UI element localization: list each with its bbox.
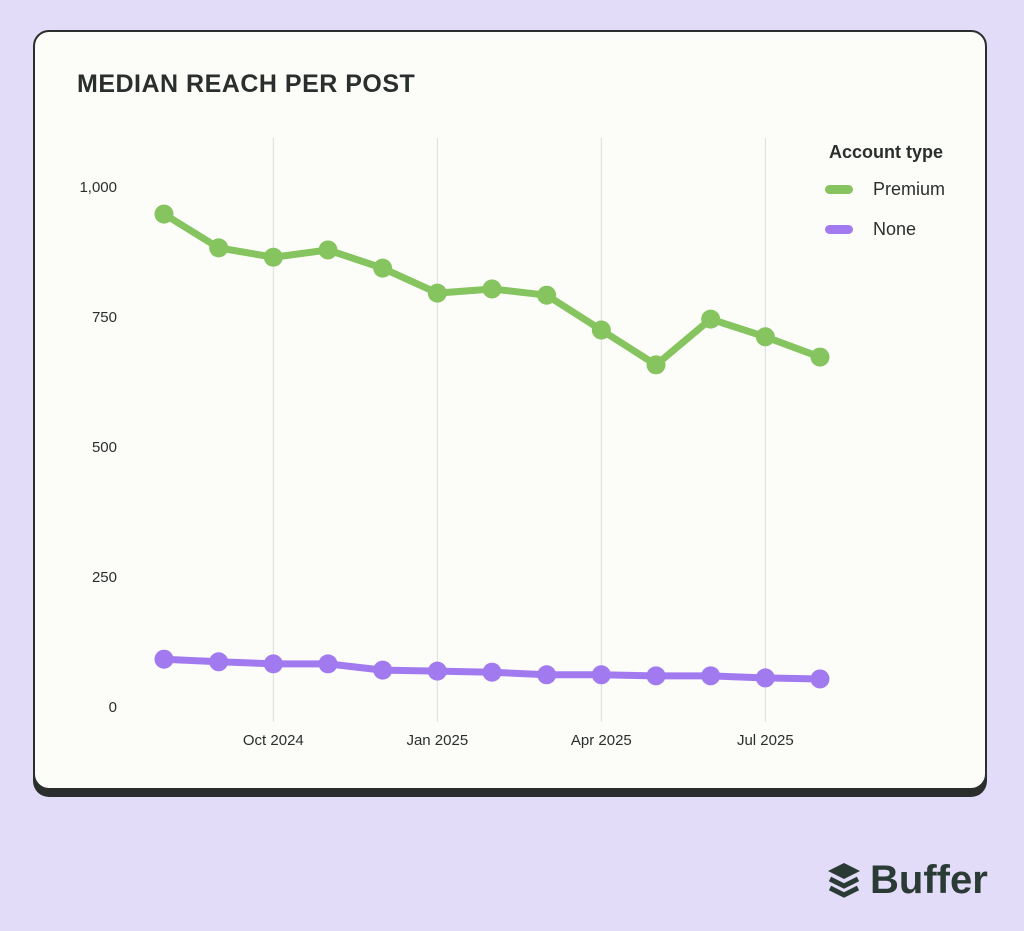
data-point-premium <box>263 247 283 267</box>
legend-label: Premium <box>873 179 946 199</box>
data-point-premium <box>318 240 338 260</box>
data-point-premium <box>482 279 502 299</box>
data-point-premium <box>755 327 775 347</box>
legend-item-none: None <box>825 219 916 240</box>
data-point-premium <box>701 309 721 329</box>
data-point-none <box>263 654 283 674</box>
data-point-premium <box>427 283 447 303</box>
y-tick-label: 250 <box>92 569 117 586</box>
data-point-premium <box>537 285 557 305</box>
legend-label: None <box>873 219 917 239</box>
x-tick-label: Jul 2025 <box>737 732 794 749</box>
legend-swatch-none <box>825 225 853 234</box>
data-point-premium <box>591 320 611 340</box>
data-point-none <box>482 662 502 682</box>
x-tick-label: Jan 2025 <box>406 732 468 749</box>
data-point-none <box>755 668 775 688</box>
buffer-wordmark: Buffer <box>870 858 988 902</box>
y-tick-label: 1,000 <box>79 179 117 196</box>
data-point-none <box>154 649 174 669</box>
data-point-none <box>373 660 393 680</box>
data-point-none <box>318 654 338 674</box>
data-point-premium <box>209 238 229 258</box>
data-point-premium <box>646 355 666 375</box>
data-point-premium <box>373 258 393 278</box>
data-point-none <box>701 666 721 686</box>
chart-title: MEDIAN REACH PER POST <box>77 70 416 98</box>
data-point-none <box>591 665 611 685</box>
data-point-none <box>646 666 666 686</box>
data-point-premium <box>154 204 174 224</box>
legend-swatch-premium <box>825 185 853 194</box>
y-tick-label: 750 <box>92 309 117 326</box>
x-tick-label: Apr 2025 <box>571 732 632 749</box>
y-tick-label: 500 <box>92 439 117 456</box>
buffer-layers-icon <box>828 862 860 898</box>
data-point-none <box>209 652 229 672</box>
data-point-premium <box>810 347 830 367</box>
y-tick-label: 0 <box>109 699 117 716</box>
data-point-none <box>427 661 447 681</box>
legend-item-premium: Premium <box>825 179 945 200</box>
data-point-none <box>537 665 557 685</box>
x-tick-label: Oct 2024 <box>243 732 304 749</box>
legend-title: Account type <box>829 142 944 162</box>
data-point-none <box>810 669 830 689</box>
buffer-logo: Buffer <box>826 858 988 903</box>
